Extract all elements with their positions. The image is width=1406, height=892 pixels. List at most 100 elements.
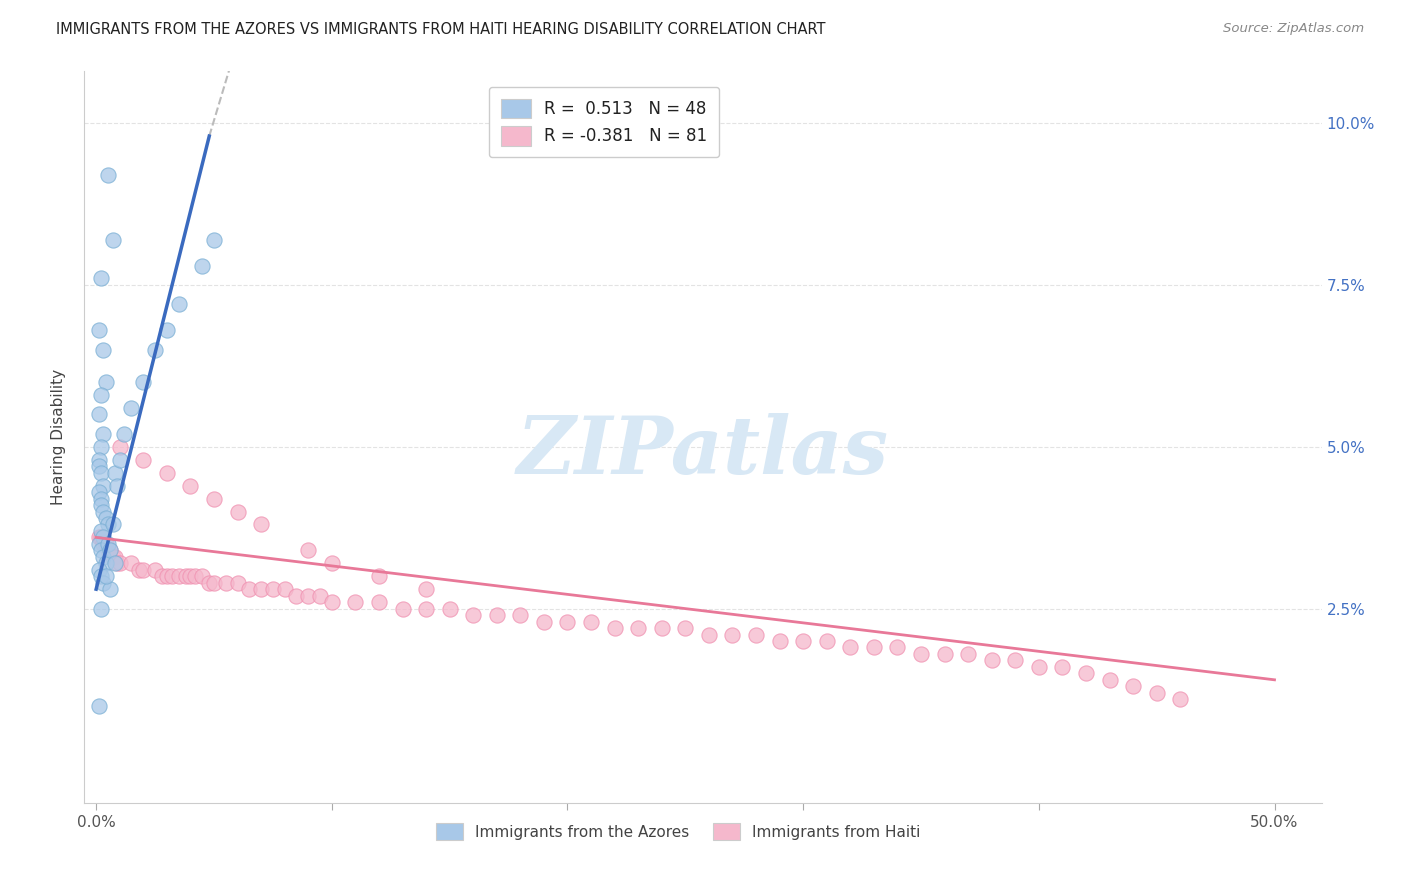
Point — [179, 478, 201, 492]
Point — [191, 569, 214, 583]
Point — [768, 634, 790, 648]
Point — [1052, 660, 1074, 674]
Point — [815, 634, 838, 648]
Point — [112, 426, 135, 441]
Point — [202, 575, 225, 590]
Point — [1028, 660, 1050, 674]
Point — [90, 530, 112, 544]
Point — [579, 615, 602, 629]
Point — [91, 575, 114, 590]
Point — [97, 537, 120, 551]
Point — [184, 569, 207, 583]
Point — [90, 601, 112, 615]
Point — [87, 452, 110, 467]
Point — [90, 466, 112, 480]
Point — [121, 401, 143, 415]
Point — [839, 640, 862, 655]
Point — [87, 537, 110, 551]
Point — [1122, 679, 1144, 693]
Point — [156, 569, 179, 583]
Point — [238, 582, 260, 597]
Point — [250, 582, 273, 597]
Point — [132, 375, 155, 389]
Point — [132, 452, 155, 467]
Point — [697, 627, 720, 641]
Point — [1146, 686, 1168, 700]
Point — [391, 601, 413, 615]
Point — [90, 543, 112, 558]
Point — [226, 504, 249, 518]
Point — [98, 543, 121, 558]
Point — [202, 233, 225, 247]
Point — [143, 563, 166, 577]
Point — [97, 543, 120, 558]
Text: ZIPatlas: ZIPatlas — [517, 413, 889, 491]
Point — [673, 621, 696, 635]
Point — [627, 621, 650, 635]
Point — [98, 582, 121, 597]
Point — [90, 498, 112, 512]
Point — [1098, 673, 1121, 687]
Point — [603, 621, 626, 635]
Point — [91, 478, 114, 492]
Point — [198, 575, 221, 590]
Point — [90, 569, 112, 583]
Point — [87, 530, 110, 544]
Point — [108, 557, 131, 571]
Point — [226, 575, 249, 590]
Point — [1074, 666, 1097, 681]
Point — [886, 640, 908, 655]
Point — [104, 466, 127, 480]
Point — [792, 634, 814, 648]
Point — [94, 569, 117, 583]
Point — [156, 323, 179, 337]
Point — [97, 168, 120, 182]
Point — [108, 440, 131, 454]
Point — [105, 557, 128, 571]
Point — [97, 517, 120, 532]
Point — [90, 491, 112, 506]
Point — [90, 388, 112, 402]
Point — [910, 647, 932, 661]
Point — [368, 569, 391, 583]
Point — [485, 608, 508, 623]
Point — [533, 615, 555, 629]
Point — [321, 557, 343, 571]
Point — [87, 563, 110, 577]
Point — [344, 595, 367, 609]
Point — [91, 426, 114, 441]
Point — [309, 589, 332, 603]
Point — [87, 408, 110, 422]
Point — [745, 627, 768, 641]
Point — [87, 459, 110, 474]
Point — [863, 640, 886, 655]
Point — [87, 485, 110, 500]
Point — [934, 647, 956, 661]
Point — [104, 549, 127, 564]
Point — [150, 569, 173, 583]
Point — [202, 491, 225, 506]
Point — [167, 297, 190, 311]
Point — [101, 233, 124, 247]
Point — [557, 615, 579, 629]
Point — [179, 569, 201, 583]
Point — [90, 440, 112, 454]
Point — [321, 595, 343, 609]
Point — [121, 557, 143, 571]
Point — [957, 647, 980, 661]
Point — [191, 259, 214, 273]
Point — [94, 375, 117, 389]
Point — [174, 569, 197, 583]
Point — [98, 543, 121, 558]
Point — [87, 698, 110, 713]
Point — [509, 608, 531, 623]
Point — [91, 530, 114, 544]
Point — [132, 563, 155, 577]
Point — [250, 517, 273, 532]
Point — [87, 323, 110, 337]
Text: IMMIGRANTS FROM THE AZORES VS IMMIGRANTS FROM HAITI HEARING DISABILITY CORRELATI: IMMIGRANTS FROM THE AZORES VS IMMIGRANTS… — [56, 22, 825, 37]
Point — [101, 517, 124, 532]
Point — [1004, 653, 1026, 667]
Y-axis label: Hearing Disability: Hearing Disability — [51, 369, 66, 505]
Point — [94, 511, 117, 525]
